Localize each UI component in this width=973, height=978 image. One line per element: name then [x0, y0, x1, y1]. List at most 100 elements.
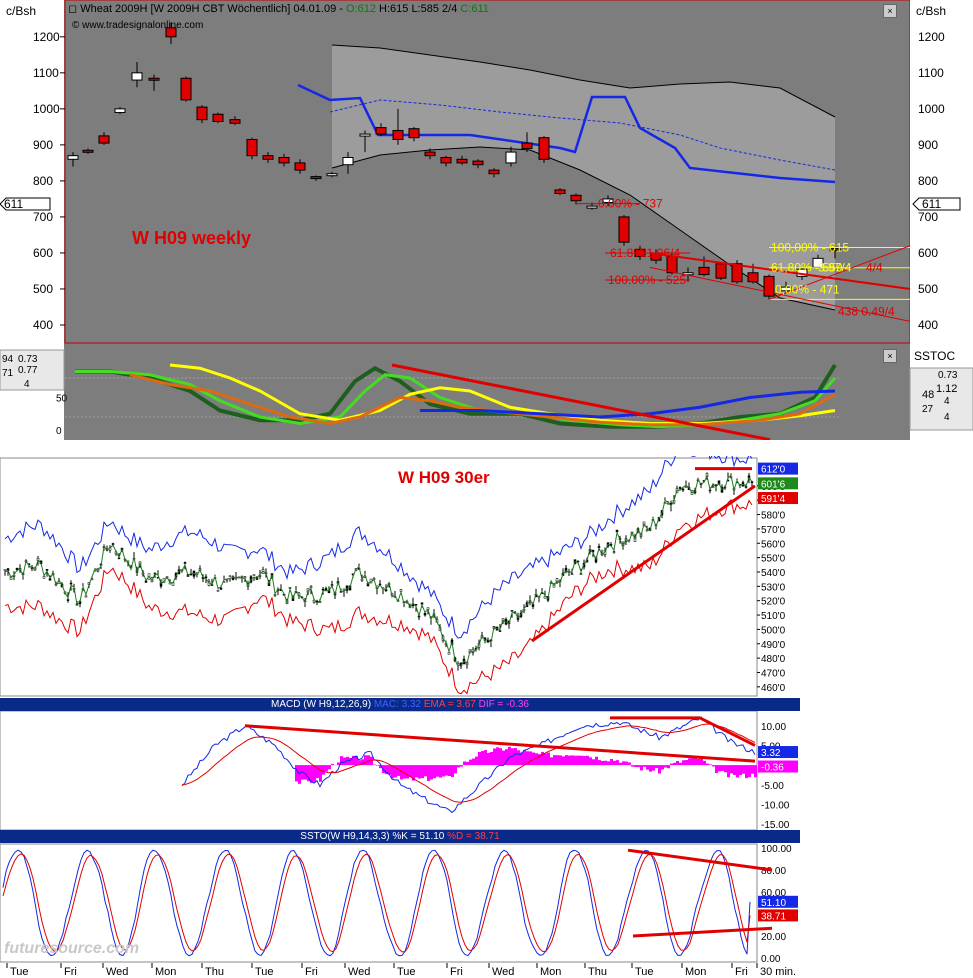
macd-hist-bar	[733, 765, 736, 775]
intraday-bar	[321, 588, 325, 591]
macd-hist-bar	[508, 746, 511, 766]
close-icon[interactable]: ×	[883, 4, 897, 18]
macd-hist-bar	[646, 765, 649, 770]
sstoc-orange	[129, 373, 836, 427]
header-title: Wheat 2009H [W 2009H CBT Wöchentlich] 04…	[80, 3, 343, 15]
macd-hist-bar	[670, 763, 673, 766]
macd-hist-bar	[460, 765, 463, 767]
channel-upper	[649, 251, 911, 290]
macd-hist-bar	[499, 748, 502, 766]
macd-hist-bar	[520, 752, 523, 766]
macd-hist-bar	[601, 760, 604, 766]
collapse-icon[interactable]: ◻	[68, 3, 78, 15]
macd-hist-bar	[481, 751, 484, 766]
macd-hist-bar	[433, 765, 436, 779]
macd-hist-bar	[379, 765, 382, 769]
intraday-bar	[711, 486, 715, 488]
blue-dashed-line	[329, 99, 836, 171]
intraday-label: W H09 30er	[398, 468, 490, 487]
weekly-candle	[82, 149, 94, 153]
ytick-right: 800	[918, 174, 938, 188]
weekly-candle	[342, 156, 354, 166]
price-tick: 570'0	[761, 525, 786, 536]
macd-ema: EMA = 3.67	[423, 699, 476, 710]
macd-hist-bar	[505, 749, 508, 766]
fib-label-618: 61.8%	[610, 246, 644, 260]
macd-hist-bar	[397, 765, 400, 776]
ytick-left: 1100	[33, 66, 59, 80]
ssto-tag-box	[758, 895, 798, 908]
weekly-label: W H09 weekly	[132, 228, 252, 248]
chart-header: ◻ Wheat 2009H [W 2009H CBT Wöchentlich] …	[68, 2, 489, 16]
weekly-candle	[829, 248, 841, 252]
intraday-bar	[228, 575, 232, 577]
intraday-bar	[243, 576, 247, 579]
intraday-bar	[204, 576, 208, 579]
weekly-candle	[262, 155, 274, 160]
macd-hist-bar	[703, 760, 706, 766]
macd-tick: -15.00	[761, 820, 790, 831]
header-close: C:611	[460, 3, 489, 15]
intraday-bar	[84, 595, 88, 598]
macd-hist-bar	[739, 765, 742, 776]
weekly-candle	[148, 77, 160, 81]
macd-hist-bar	[328, 765, 331, 770]
ssto-tick: 100.00	[761, 844, 792, 855]
macd-tick: 10.00	[761, 722, 786, 733]
intraday-bar	[183, 562, 187, 564]
weekly-candle	[521, 142, 533, 149]
watermark: futuresource.com	[4, 940, 140, 957]
macd-hist-bar	[637, 765, 640, 768]
macd-hist-bar	[610, 758, 613, 766]
weekly-candle	[538, 137, 550, 160]
price-tick: 580'0	[761, 511, 786, 522]
macd-hist-bar	[391, 765, 394, 779]
macd-trend-line	[244, 724, 756, 763]
fib-label-471: 0,00% - 471	[775, 282, 840, 296]
macd-hist-bar	[574, 755, 577, 766]
macd-hist-bar	[343, 757, 346, 766]
macd-hist-bar	[394, 765, 397, 778]
weekly-candle	[278, 156, 290, 164]
macd-hist-bar	[517, 750, 520, 766]
ssto-tick: 0.00	[761, 954, 781, 965]
intraday-bar	[681, 488, 685, 491]
macd-hist-bar	[604, 760, 607, 766]
close-sstoc-icon[interactable]: ×	[883, 349, 897, 363]
macd-hist-bar	[463, 761, 466, 766]
macd-hist-bar	[304, 765, 307, 780]
day-label: Fri	[64, 966, 77, 978]
macd-dif: DIF = -0.36	[478, 699, 529, 710]
ssto-tag: 51.10	[761, 898, 786, 909]
weekly-candle	[488, 169, 500, 175]
macd-hist-bar	[307, 765, 310, 782]
bollinger-lower	[331, 146, 836, 311]
intraday-bar	[240, 575, 244, 578]
intraday-chart-canvas: 600'0590'0580'0570'0560'0550'0540'0530'0…	[0, 456, 973, 978]
weekly-candle	[586, 205, 598, 209]
macd-hist-bar	[448, 765, 451, 777]
day-label: Thu	[588, 966, 607, 978]
price-tag-right-box	[912, 197, 961, 211]
ytick-right: 900	[918, 138, 938, 152]
sstoc-left-077: 0.77	[18, 365, 38, 376]
price-tag-left: 611	[4, 197, 24, 211]
macd-hist-bar	[748, 765, 751, 778]
sstoc-right-box	[909, 367, 973, 431]
ssto-tick: 80.00	[761, 866, 786, 877]
bollinger-upper	[331, 44, 836, 118]
macd-hist-bar	[742, 765, 745, 774]
macd-hist-bar	[697, 758, 700, 766]
macd-hist-bar	[457, 765, 460, 768]
macd-hist-bar	[466, 761, 469, 766]
macd-hist-bar	[310, 765, 313, 783]
weekly-candle	[618, 216, 630, 243]
macd-tag-box	[758, 746, 798, 759]
macd-hist-bar	[370, 756, 373, 766]
weekly-candle	[67, 155, 79, 160]
sstoc-left-073: 0.73	[18, 354, 38, 365]
intraday-bar	[273, 594, 277, 596]
macd-hist-bar	[661, 765, 664, 770]
intraday-bar	[423, 612, 427, 616]
intraday-bg	[0, 456, 973, 978]
